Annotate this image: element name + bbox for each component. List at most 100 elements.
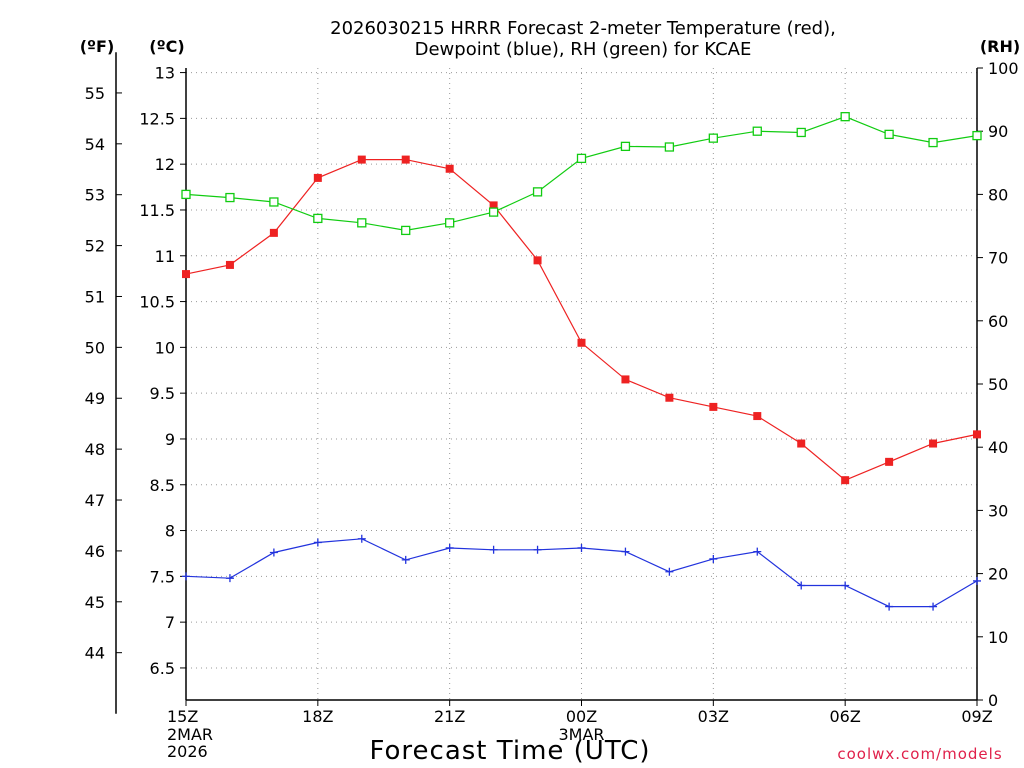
tick-layer: 6.5 7 7.5 8 8.5 9 9.5 10 10.5 11 11.5 12 12.5 13 44 45 4… <box>85 59 1019 761</box>
rh-tick-label: 60 <box>988 312 1008 331</box>
dewpoint-point <box>841 581 850 590</box>
rh-point <box>401 225 411 236</box>
rh-point <box>576 153 587 164</box>
dewpoint-point <box>797 581 806 590</box>
celsius-tick-label: 12 <box>155 155 175 174</box>
celsius-tick-label: 12.5 <box>139 109 175 128</box>
dewpoint-point <box>709 554 718 563</box>
temperature-point <box>753 412 762 421</box>
temperature-point <box>621 375 630 384</box>
x-tick-sublabel: 2MAR <box>167 725 213 744</box>
fahrenheit-tick-label: 52 <box>85 237 105 256</box>
dewpoint-point <box>577 543 586 552</box>
fahrenheit-tick-label: 51 <box>85 287 105 306</box>
fahrenheit-tick-label: 53 <box>85 186 105 205</box>
chart-title-line1: 2026030215 HRRR Forecast 2-meter Tempera… <box>330 18 836 39</box>
temperature-point <box>269 228 278 237</box>
rh-point <box>313 213 323 224</box>
dewpoint-point <box>533 545 542 554</box>
celsius-tick-label: 9 <box>165 430 175 449</box>
fahrenheit-tick-label: 48 <box>85 440 105 459</box>
fahrenheit-tick-label: 55 <box>85 84 105 103</box>
dewpoint-point <box>269 548 278 557</box>
temperature-point <box>489 201 498 210</box>
temperature-point <box>885 457 894 466</box>
rh-point <box>445 218 455 228</box>
series-layer <box>181 112 982 611</box>
fahrenheit-tick-label: 54 <box>85 135 105 154</box>
dewpoint-point <box>225 574 234 583</box>
rh-tick-label: 20 <box>988 565 1008 584</box>
fahrenheit-tick-label: 46 <box>85 542 105 561</box>
x-tick-label: 00Z <box>566 707 597 726</box>
rh-tick-label: 70 <box>988 249 1008 268</box>
celsius-tick-label: 7 <box>165 613 175 632</box>
dewpoint-point <box>401 555 410 564</box>
temperature-point <box>709 402 718 411</box>
rh-tick-label: 10 <box>988 628 1008 647</box>
rh-point <box>928 137 938 148</box>
dewpoint-point <box>753 547 762 556</box>
rh-point <box>840 112 850 122</box>
rh-tick-label: 30 <box>988 501 1008 520</box>
credit-text[interactable]: coolwx.com/models <box>837 745 1002 763</box>
rh-unit-label: (RH) <box>980 37 1020 56</box>
rh-tick-label: 80 <box>988 185 1008 204</box>
celsius-tick-label: 8 <box>165 522 175 541</box>
rh-point <box>664 142 675 152</box>
rh-point <box>181 189 191 200</box>
temperature-point <box>841 476 850 485</box>
rh-point <box>620 141 631 152</box>
rh-tick-label: 0 <box>988 691 998 710</box>
x-tick-label: 09Z <box>961 707 992 726</box>
rh-point <box>884 129 894 140</box>
celsius-tick-label: 11 <box>155 247 175 266</box>
rh-point <box>269 197 279 207</box>
dewpoint-point <box>885 602 894 611</box>
rh-tick-label: 100 <box>988 59 1019 78</box>
x-tick-label: 21Z <box>434 707 465 726</box>
temperature-point <box>182 270 190 279</box>
x-tick-sublabel: 3MAR <box>558 725 604 744</box>
celsius-tick-label: 7.5 <box>150 567 175 586</box>
temperature-point <box>973 430 981 439</box>
rh-point <box>225 192 235 203</box>
dewpoint-point <box>973 576 981 585</box>
rh-tick-label: 40 <box>988 438 1008 457</box>
temperature-point <box>313 173 322 182</box>
temperature-point <box>225 260 234 269</box>
temperature-point <box>357 155 366 164</box>
fahrenheit-tick-label: 47 <box>85 491 105 510</box>
celsius-tick-label: 11.5 <box>139 201 175 220</box>
x-tick-label: 18Z <box>302 707 333 726</box>
fahrenheit-tick-label: 45 <box>85 593 105 612</box>
dewpoint-point <box>929 602 938 611</box>
dewpoint-point <box>313 538 322 547</box>
temperature-line <box>185 159 978 481</box>
dewpoint-point <box>182 572 190 581</box>
rh-point <box>796 127 806 138</box>
dewpoint-point <box>357 534 366 543</box>
fahrenheit-tick-label: 50 <box>85 338 105 357</box>
celsius-tick-label: 10 <box>155 338 175 357</box>
dewpoint-point <box>621 547 630 556</box>
fahrenheit-unit-label: (ºF) <box>80 37 115 56</box>
fahrenheit-tick-label: 44 <box>85 644 105 663</box>
celsius-unit-label: (ºC) <box>149 37 184 56</box>
rh-point <box>357 218 367 228</box>
rh-point <box>708 133 718 143</box>
celsius-tick-label: 9.5 <box>150 384 175 403</box>
temperature-point <box>401 155 410 164</box>
x-tick-label: 06Z <box>830 707 861 726</box>
dewpoint-point <box>489 545 498 554</box>
celsius-tick-label: 10.5 <box>139 293 175 312</box>
dewpoint-point <box>665 567 674 576</box>
celsius-tick-label: 13 <box>155 64 175 83</box>
temperature-point <box>577 338 586 347</box>
rh-point <box>752 126 762 136</box>
fahrenheit-tick-label: 49 <box>85 389 105 408</box>
temperature-point <box>533 256 542 265</box>
temperature-point <box>665 393 674 402</box>
x-tick-label: 15Z <box>167 707 198 726</box>
